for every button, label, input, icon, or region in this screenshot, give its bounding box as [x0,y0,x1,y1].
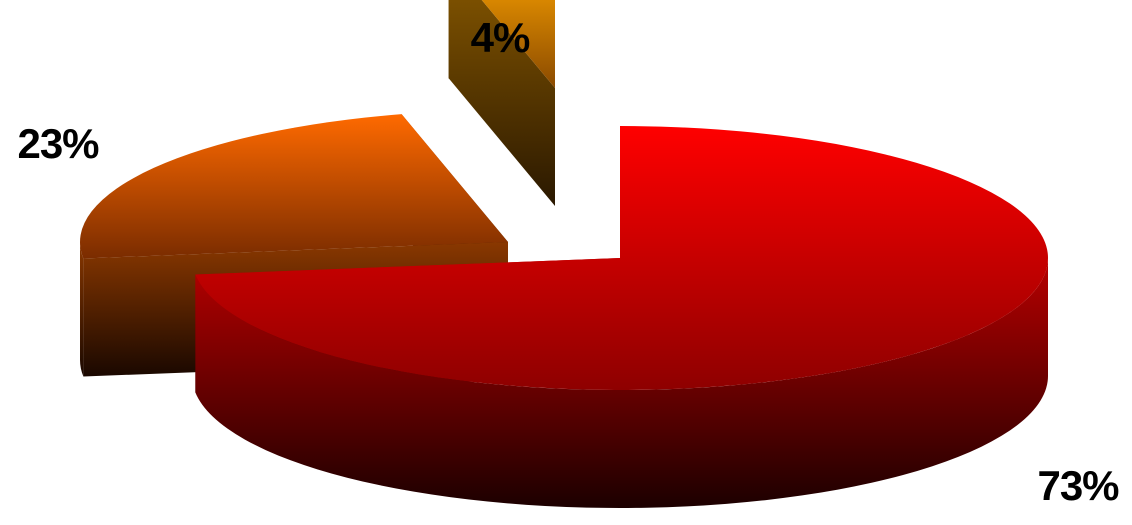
data-label-2: 4% [471,14,530,61]
data-label-1: 23% [17,120,99,167]
pie-slice-1-outer-wall [80,242,84,377]
pie-slice-0-top [195,126,1049,390]
pie-slice-0-outer-wall [195,258,1049,509]
pie-slice-2-cut-face-0 [448,0,555,206]
data-label-0: 73% [1037,462,1119,509]
pie-slice-2 [448,0,555,206]
pie-slice-0 [195,126,1049,509]
pie-slice-1-top [79,114,508,259]
pie-slice-2-top [481,0,555,88]
